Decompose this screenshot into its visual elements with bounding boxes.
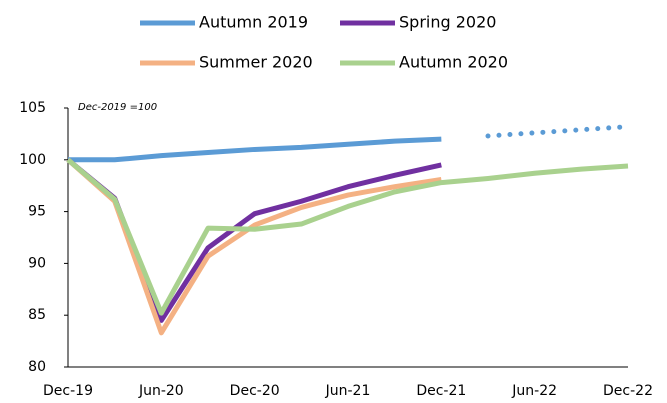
x-tick-label: Dec-22 [603,383,653,399]
series-line [68,136,442,163]
legend-label: Autumn 2019 [199,13,308,32]
legend-label: Spring 2020 [399,13,496,32]
annotation: Dec-2019 =100 [78,102,157,113]
x-tick-label: Jun-22 [511,383,557,399]
y-tick-label: 85 [28,307,46,323]
legend-label: Summer 2020 [199,53,313,72]
y-tick-label: 105 [19,100,46,116]
x-tick-label: Jun-21 [325,383,371,399]
series-line [66,157,442,323]
y-tick-label: 95 [28,204,46,220]
series-line-dotted [485,124,631,139]
legend-label: Autumn 2020 [399,53,508,72]
series-line [66,157,629,316]
x-tick-label: Dec-20 [230,383,280,399]
x-tick-label: Dec-19 [43,383,93,399]
series-line [66,157,442,336]
y-tick-label: 90 [28,255,46,271]
x-tick-label: Dec-21 [416,383,466,399]
y-tick-label: 100 [19,152,46,168]
x-tick-label: Jun-20 [138,383,184,399]
y-tick-label: 80 [28,359,46,375]
